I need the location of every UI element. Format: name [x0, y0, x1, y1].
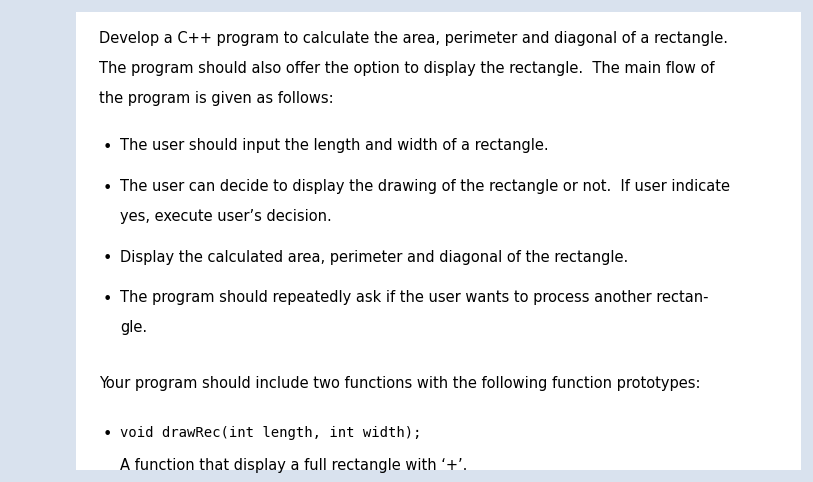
Text: •: •: [102, 140, 112, 155]
Text: void drawRec(int length, int width);: void drawRec(int length, int width);: [120, 426, 422, 440]
Text: Your program should include two functions with the following function prototypes: Your program should include two function…: [99, 376, 701, 391]
Text: •: •: [102, 251, 112, 266]
Text: Develop a C++ program to calculate the area, perimeter and diagonal of a rectang: Develop a C++ program to calculate the a…: [99, 31, 728, 46]
Text: The user can decide to display the drawing of the rectangle or not.  If user ind: The user can decide to display the drawi…: [120, 179, 730, 194]
Text: A function that display a full rectangle with ‘+’.: A function that display a full rectangle…: [120, 458, 467, 473]
Text: The user should input the length and width of a rectangle.: The user should input the length and wid…: [120, 138, 549, 153]
Text: •: •: [102, 181, 112, 196]
Text: gle.: gle.: [120, 321, 147, 335]
Text: yes, execute user’s decision.: yes, execute user’s decision.: [120, 209, 332, 224]
Text: •: •: [102, 427, 112, 442]
Text: Display the calculated area, perimeter and diagonal of the rectangle.: Display the calculated area, perimeter a…: [120, 250, 628, 265]
Text: the program is given as follows:: the program is given as follows:: [99, 91, 334, 106]
Text: The program should also offer the option to display the rectangle.  The main flo: The program should also offer the option…: [99, 61, 715, 76]
Text: •: •: [102, 292, 112, 307]
Text: The program should repeatedly ask if the user wants to process another rectan-: The program should repeatedly ask if the…: [120, 291, 709, 306]
